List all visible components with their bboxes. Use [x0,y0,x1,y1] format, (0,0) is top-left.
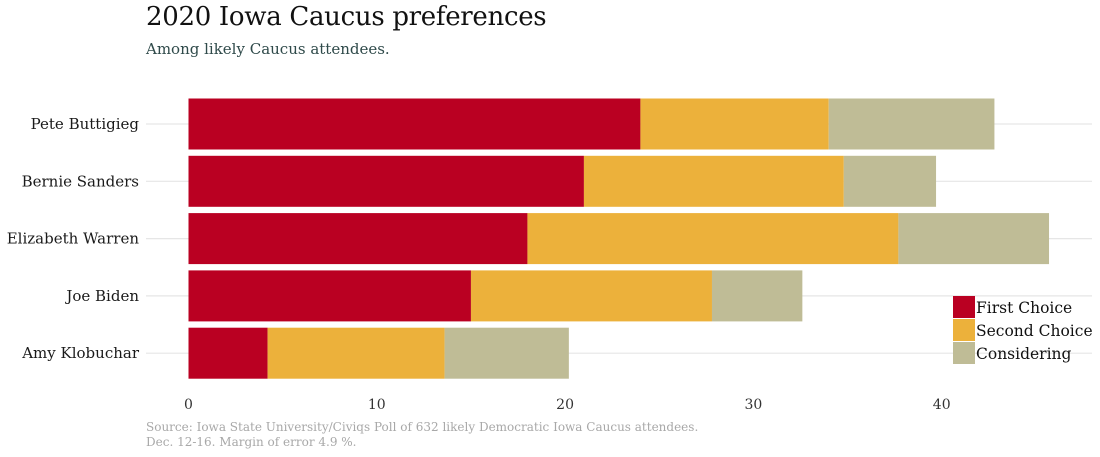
bar-segment-first-choice [188,98,641,150]
bar-segment-first-choice [188,155,584,207]
bar-segment-considering [843,155,937,207]
bar-segment-considering [711,270,803,322]
chart-subtitle: Among likely Caucus attendees. [146,40,390,58]
x-tick-label: 40 [933,397,951,413]
y-tick-label: Amy Klobuchar [21,344,140,362]
y-tick-label: Pete Buttigieg [31,115,140,133]
y-tick-label: Elizabeth Warren [7,230,140,248]
bar-segment-considering [828,98,995,150]
bars [188,98,1050,379]
caption-line-source: Source: Iowa State University/Civiqs Pol… [146,420,699,434]
x-tick-label: 30 [744,397,762,413]
bar-segment-second-choice [527,213,899,265]
bar-segment-second-choice [470,270,712,322]
legend-swatch [953,342,975,364]
legend-label: Considering [976,345,1072,363]
bar-segment-first-choice [188,270,471,322]
legend-label: Second Choice [976,322,1093,340]
legend-swatch [953,296,975,318]
x-tick-label: 0 [184,397,193,413]
bar-segment-considering [898,213,1050,265]
chart-caption: Source: Iowa State University/Civiqs Pol… [146,420,698,450]
legend-label: First Choice [976,299,1072,317]
y-tick-label: Joe Biden [64,287,139,305]
y-axis-labels: Pete Buttigieg Bernie Sanders Elizabeth Wa… [7,115,140,362]
x-tick-label: 10 [368,397,386,413]
chart-title: 2020 Iowa Caucus preferences [146,2,547,32]
caption-line-date: Dec. 12-16. Margin of error 4.9 %. [146,435,357,449]
y-tick-label: Bernie Sanders [22,172,139,190]
legend: First Choice Second Choice Considering [953,296,1093,364]
x-tick-label: 20 [556,397,574,413]
legend-swatch [953,319,975,341]
x-axis-ticks: 0 10 20 30 40 [184,397,951,413]
bar-segment-second-choice [583,155,844,207]
bar-segment-second-choice [640,98,829,150]
bar-segment-first-choice [188,327,268,379]
bar-segment-second-choice [267,327,445,379]
bar-segment-first-choice [188,213,528,265]
bar-segment-considering [444,327,569,379]
